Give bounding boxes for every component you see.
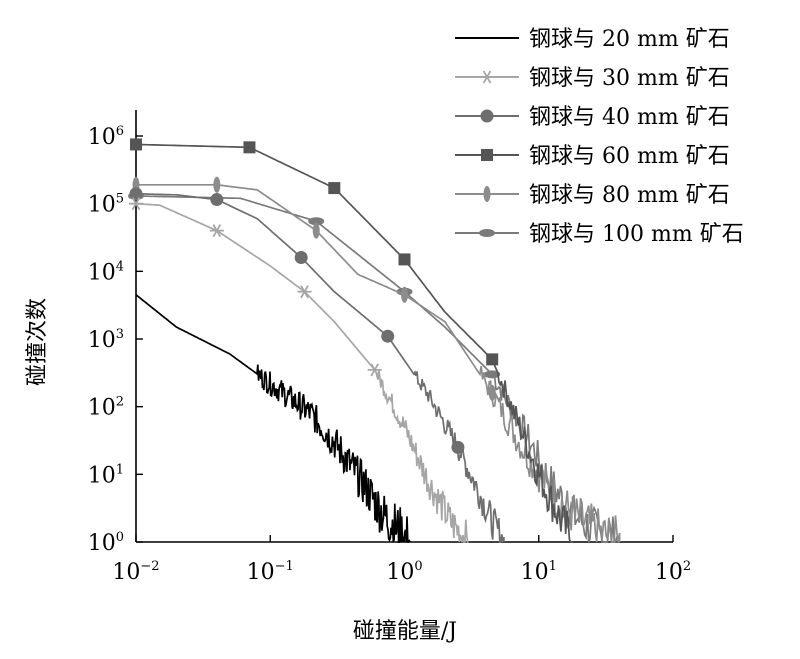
x-tick-exponent: 2 — [683, 559, 691, 574]
data-point — [381, 329, 395, 343]
y-tick-exponent: 5 — [116, 192, 124, 207]
x-tick-base: 10 — [521, 560, 549, 585]
data-point — [130, 138, 142, 151]
series-line — [136, 202, 469, 543]
data-point — [488, 384, 496, 401]
x-tick-exponent: −1 — [275, 559, 294, 574]
y-tick-label: 103 — [88, 327, 124, 353]
y-tick-label: 104 — [88, 259, 124, 285]
y-tick-base: 10 — [88, 125, 116, 150]
x-tick-base: 10 — [386, 560, 414, 585]
series-line — [136, 143, 573, 543]
legend-label: 钢球与 60 mm 矿石 — [529, 144, 730, 169]
data-point — [213, 176, 221, 193]
data-point — [328, 182, 341, 195]
y-tick-label: 105 — [88, 192, 124, 218]
x-tick-base: 10 — [112, 560, 140, 585]
y-tick-exponent: 4 — [116, 259, 124, 274]
x-tick-exponent: −2 — [140, 559, 159, 574]
x-axis-title: 碰撞能量/J — [353, 619, 457, 644]
legend-label: 钢球与 100 mm 矿石 — [529, 222, 744, 247]
series-line — [135, 294, 411, 543]
y-tick-exponent: 0 — [116, 530, 124, 545]
legend-marker — [479, 229, 495, 237]
data-point — [312, 222, 320, 239]
y-tick-exponent: 1 — [116, 462, 124, 477]
x-tick-label: 102 — [655, 559, 691, 585]
data-point — [308, 217, 325, 226]
x-tick-label: 101 — [521, 559, 557, 585]
y-tick-label: 102 — [88, 395, 124, 421]
y-tick-label: 101 — [88, 462, 124, 488]
x-tick-exponent: 1 — [549, 559, 557, 574]
legend-label: 钢球与 80 mm 矿石 — [529, 183, 730, 208]
data-point — [401, 286, 408, 303]
y-tick-label: 106 — [88, 124, 124, 150]
data-point — [398, 253, 411, 266]
data-point — [486, 353, 499, 366]
legend-marker — [480, 109, 494, 123]
y-tick-exponent: 2 — [116, 395, 124, 410]
x-tick-base: 10 — [247, 560, 275, 585]
data-point — [209, 224, 224, 238]
y-tick-base: 10 — [88, 396, 116, 421]
legend-label: 钢球与 40 mm 矿石 — [529, 105, 730, 130]
y-tick-exponent: 3 — [116, 327, 124, 342]
x-tick-label: 100 — [386, 559, 422, 585]
legend-label: 钢球与 30 mm 矿石 — [529, 66, 730, 91]
series-line — [136, 192, 505, 543]
y-tick-label: 100 — [88, 530, 124, 556]
data-point — [129, 197, 143, 211]
y-tick-exponent: 6 — [116, 124, 124, 139]
y-tick-base: 10 — [88, 328, 116, 353]
data-point — [367, 363, 382, 377]
legend-marker — [481, 149, 493, 161]
x-tick-base: 10 — [655, 560, 683, 585]
data-point — [210, 193, 224, 207]
data-point — [297, 285, 312, 299]
data-point — [294, 251, 308, 265]
plot-area — [128, 138, 621, 543]
y-tick-base: 10 — [88, 193, 116, 218]
x-tick-label: 10−2 — [112, 559, 159, 585]
y-tick-base: 10 — [88, 463, 116, 488]
data-point — [484, 370, 501, 379]
x-tick-label: 10−1 — [247, 559, 294, 585]
legend-label: 钢球与 20 mm 矿石 — [529, 27, 730, 52]
data-point — [243, 141, 256, 154]
y-tick-base: 10 — [88, 260, 116, 285]
x-tick-exponent: 0 — [414, 559, 422, 574]
y-axis-title: 碰撞次数 — [25, 298, 50, 386]
legend-marker — [483, 186, 491, 202]
data-point — [451, 440, 465, 454]
legend-marker — [480, 70, 494, 84]
y-tick-base: 10 — [88, 531, 116, 556]
data-point — [129, 187, 143, 201]
